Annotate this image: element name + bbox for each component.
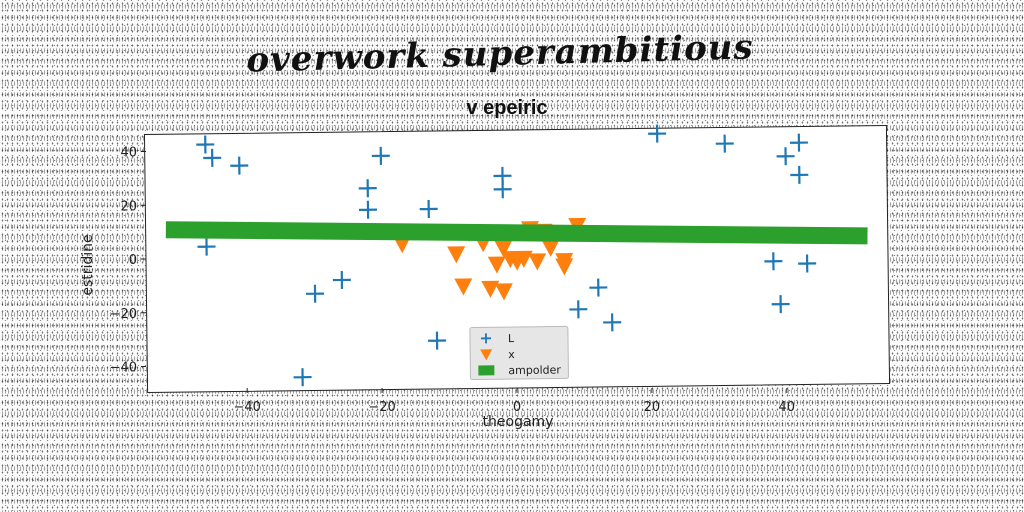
y-tick-label: 40 xyxy=(120,146,137,161)
series-l-point xyxy=(332,270,351,289)
series-l-point xyxy=(419,200,438,219)
series-x-point xyxy=(481,280,500,298)
legend-marker-x xyxy=(480,349,493,361)
series-l-point xyxy=(603,313,622,332)
series-l-point xyxy=(648,124,667,143)
y-tick-label: −20 xyxy=(110,307,137,322)
legend-marker-ampolder xyxy=(478,365,495,376)
x-tick-label: 20 xyxy=(644,400,661,415)
series-l-point xyxy=(306,284,325,303)
series-x-point xyxy=(393,236,412,254)
series-l-point xyxy=(589,278,608,297)
series-x-point xyxy=(514,250,533,268)
series-l-point xyxy=(798,254,817,273)
legend-marker-l xyxy=(480,333,491,344)
legend-box xyxy=(469,325,569,381)
legend: Lx ampolder xyxy=(469,325,569,381)
x-tick-label: 0 xyxy=(513,400,521,415)
series-l-point xyxy=(428,331,447,350)
series-l-point xyxy=(203,148,222,167)
series-l-point xyxy=(230,156,249,175)
series-l-point xyxy=(569,300,588,319)
series-x-point xyxy=(494,240,513,258)
series-x-point xyxy=(555,258,574,276)
y-axis-label: estridine xyxy=(80,234,96,295)
series-x-point xyxy=(447,246,466,264)
series-l-point xyxy=(358,200,378,219)
series-l-point xyxy=(371,146,390,165)
legend-label: L xyxy=(508,332,515,345)
series-l-point xyxy=(789,133,808,152)
x-axis-label: theogamy xyxy=(483,414,554,430)
series-x-point xyxy=(541,239,560,257)
series-ampolder-band xyxy=(165,221,868,245)
legend-label: x xyxy=(508,348,515,361)
x-tick-label: −20 xyxy=(368,400,395,415)
x-tick-label: −40 xyxy=(233,400,260,415)
data-marks xyxy=(165,124,868,387)
y-tick-label: 0 xyxy=(129,253,137,268)
series-l-point xyxy=(293,368,312,387)
axis-ticks: −40 −20 0 20 40 −40 −20 0 20 40 xyxy=(110,146,796,416)
series-x-point xyxy=(494,283,513,301)
x-tick-label: 40 xyxy=(779,400,796,415)
plot-area: Lx ampolder xyxy=(143,124,891,394)
chart-title: v epeiric xyxy=(466,97,547,119)
series-l-point xyxy=(358,179,377,198)
y-tick-label: −40 xyxy=(110,361,137,376)
y-tick-label: 20 xyxy=(120,199,137,214)
series-x-point xyxy=(454,278,473,296)
series-l-point xyxy=(776,147,795,166)
series-l-point xyxy=(197,237,216,256)
series-l-point xyxy=(764,252,783,271)
series-l-point xyxy=(196,135,215,154)
series-l-point xyxy=(715,134,734,153)
legend-label: ampolder xyxy=(508,363,561,377)
series-l-point xyxy=(771,295,790,314)
series-x-point xyxy=(487,256,506,274)
series-l-point xyxy=(493,180,512,199)
series-l-point xyxy=(790,165,809,184)
series-x-point xyxy=(528,253,547,271)
